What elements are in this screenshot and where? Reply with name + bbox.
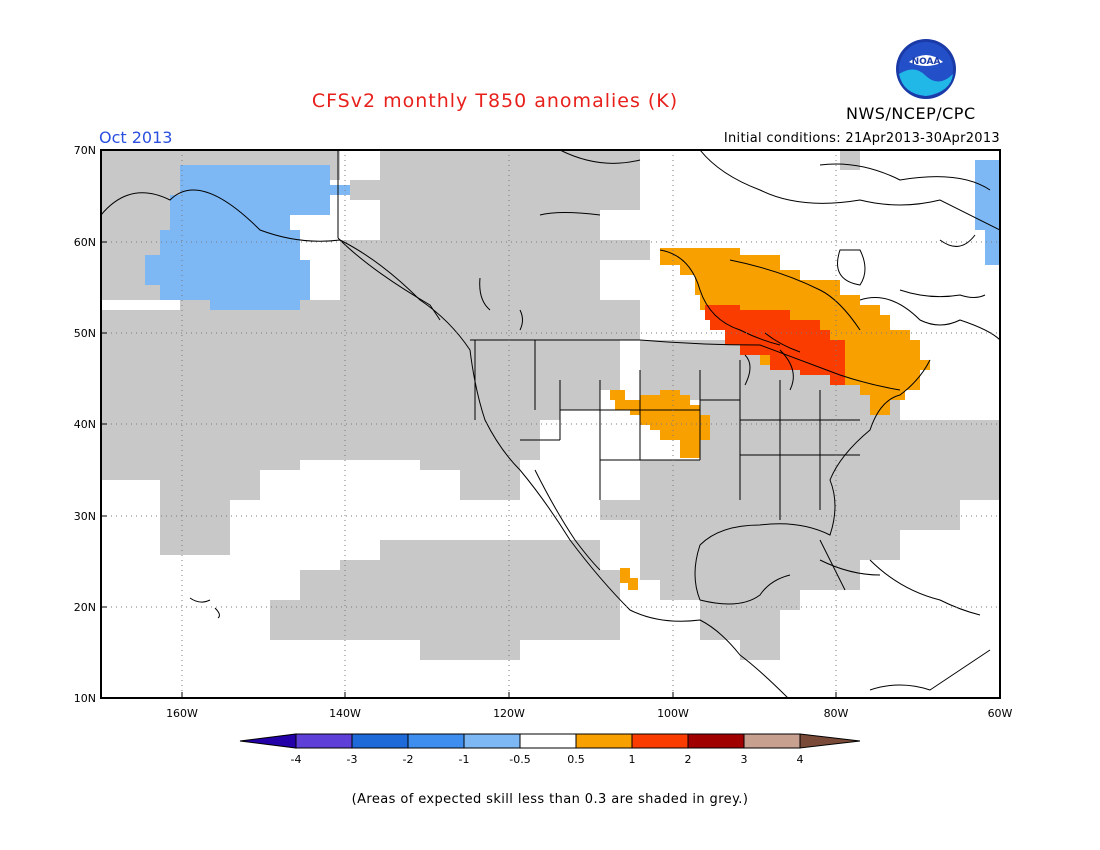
colorbar-label: -2 — [403, 753, 414, 766]
colorbar-box — [631, 733, 689, 749]
colorbar-label: 3 — [741, 753, 748, 766]
colorbar-label: 4 — [797, 753, 804, 766]
colorbar-box — [351, 733, 409, 749]
skill-grey-shading — [101, 150, 1000, 660]
lat-tick-label: 10N — [74, 692, 96, 705]
colorbar-arrow-left — [239, 733, 297, 749]
lat-tick-label: 70N — [74, 144, 96, 157]
colorbar-box — [295, 733, 353, 749]
skill-footnote: (Areas of expected skill less than 0.3 a… — [351, 792, 749, 807]
latitude-ticks: 70N 60N 50N 40N 30N 20N 10N — [74, 144, 107, 705]
coastlines-and-borders — [101, 150, 1000, 698]
lon-tick-label: 80W — [824, 707, 849, 720]
colorbar-box — [519, 733, 577, 749]
colorbar-box — [407, 733, 465, 749]
lon-tick-label: 100W — [657, 707, 689, 720]
chart-title: CFSv2 monthly T850 anomalies (K) — [311, 90, 679, 112]
lat-tick-label: 20N — [74, 601, 96, 614]
initial-conditions-label: Initial conditions: 21Apr2013-30Apr2013 — [723, 131, 1000, 146]
negative-anomaly-shading — [145, 160, 1000, 310]
noaa-logo-icon: NOAA — [896, 39, 956, 99]
colorbar-label: 2 — [685, 753, 692, 766]
agency-label: NWS/NCEP/CPC — [846, 104, 976, 123]
positive-anomaly-shading — [610, 248, 930, 590]
lon-tick-label: 60W — [988, 707, 1013, 720]
longitude-ticks: 160W 140W 120W 100W 80W 60W — [166, 692, 1013, 720]
colorbar-label: -4 — [291, 753, 302, 766]
lon-tick-label: 160W — [166, 707, 198, 720]
lat-tick-label: 50N — [74, 327, 96, 340]
colorbar-label: -0.5 — [509, 753, 530, 766]
lon-tick-label: 140W — [329, 707, 361, 720]
colorbar-label: -1 — [459, 753, 470, 766]
colorbar-label: 0.5 — [567, 753, 585, 766]
colorbar-box — [575, 733, 633, 749]
colorbar: -4 -3 -2 -1 -0.5 0.5 1 2 3 4 — [239, 733, 861, 766]
lat-tick-label: 40N — [74, 418, 96, 431]
colorbar-label: 1 — [629, 753, 636, 766]
lat-tick-label: 60N — [74, 236, 96, 249]
colorbar-box — [687, 733, 745, 749]
colorbar-box — [743, 733, 801, 749]
colorbar-arrow-right — [799, 733, 861, 749]
lat-tick-label: 30N — [74, 510, 96, 523]
valid-month-label: Oct 2013 — [99, 128, 173, 147]
lon-tick-label: 120W — [493, 707, 525, 720]
anomaly-map: 70N 60N 50N 40N 30N 20N 10N 160W 140W 12… — [74, 144, 1013, 766]
colorbar-box — [463, 733, 521, 749]
svg-text:NOAA: NOAA — [912, 57, 941, 67]
colorbar-label: -3 — [347, 753, 358, 766]
